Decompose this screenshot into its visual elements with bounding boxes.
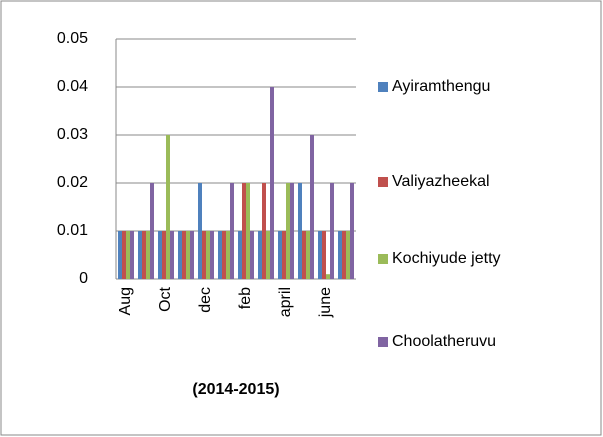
bar: [258, 231, 262, 279]
y-tick-label: 0: [79, 270, 88, 287]
bar: [326, 274, 330, 279]
bar: [210, 231, 214, 279]
bar: [242, 183, 246, 279]
bar: [186, 231, 190, 279]
bar: [298, 183, 302, 279]
bar: [230, 183, 234, 279]
bar: [130, 231, 134, 279]
y-tick-label: 0.04: [57, 78, 88, 95]
bar: [238, 231, 242, 279]
x-tick-label: feb: [237, 287, 254, 309]
bar: [342, 231, 346, 279]
bar: [126, 231, 130, 279]
x-tick-label: Oct: [157, 286, 174, 311]
x-tick-label: dec: [197, 287, 214, 313]
bar: [270, 87, 274, 279]
bar: [206, 231, 210, 279]
legend-swatch: [378, 177, 388, 187]
y-tick-label: 0.05: [57, 30, 88, 47]
bar: [266, 231, 270, 279]
bar: [150, 183, 154, 279]
legend-label: Choolatheruvu: [392, 333, 497, 350]
bar: [142, 231, 146, 279]
bar: [170, 231, 174, 279]
bar: [146, 231, 150, 279]
bar: [158, 231, 162, 279]
bar: [118, 231, 122, 279]
legend-swatch: [378, 337, 388, 347]
bar: [282, 231, 286, 279]
bar: [182, 231, 186, 279]
bar: [318, 231, 322, 279]
bar: [262, 183, 266, 279]
bar: [346, 231, 350, 279]
bar: [290, 183, 294, 279]
legend-swatch: [378, 82, 388, 92]
x-tick-label: june: [317, 287, 334, 318]
bar: [202, 231, 206, 279]
bar: [330, 183, 334, 279]
bar: [218, 231, 222, 279]
bar: [250, 231, 254, 279]
legend-label: Ayiramthengu: [392, 78, 491, 95]
x-tick-label: april: [277, 287, 294, 317]
bar: [178, 231, 182, 279]
bar: [278, 231, 282, 279]
bar: [350, 183, 354, 279]
bar: [306, 231, 310, 279]
bar: [286, 183, 290, 279]
legend-label: Valiyazheekal: [392, 173, 490, 190]
bar: [222, 231, 226, 279]
legend-swatch: [378, 254, 388, 264]
bar: [322, 231, 326, 279]
bar: [138, 231, 142, 279]
bar: [310, 135, 314, 279]
bar: [338, 231, 342, 279]
x-tick-label: Aug: [117, 287, 134, 315]
bar: [226, 231, 230, 279]
bar: [122, 231, 126, 279]
bar: [246, 183, 250, 279]
y-tick-label: 0.02: [57, 174, 88, 191]
y-tick-label: 0.03: [57, 126, 88, 143]
bar: [190, 231, 194, 279]
bar: [198, 183, 202, 279]
bar: [162, 231, 166, 279]
bar: [166, 135, 170, 279]
bar: [302, 231, 306, 279]
y-tick-label: 0.01: [57, 222, 88, 239]
legend-label: Kochiyude jetty: [392, 250, 501, 267]
x-axis-label: (2014-2015): [192, 381, 279, 398]
